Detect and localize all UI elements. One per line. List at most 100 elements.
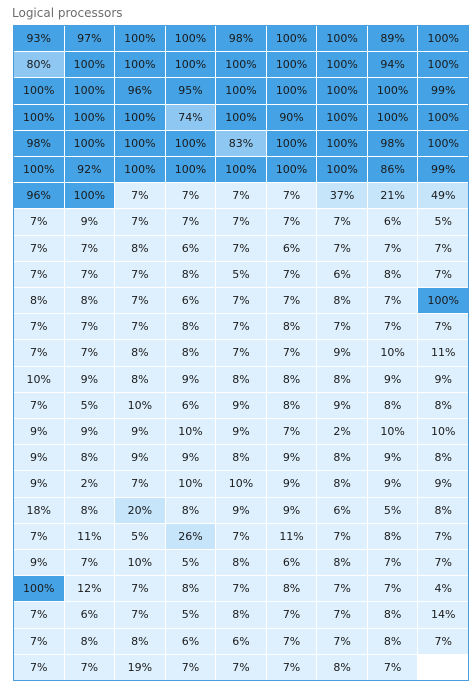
processor-cell: 7% (216, 314, 266, 340)
processor-cell: 100% (266, 78, 317, 104)
processor-cell: 14% (418, 602, 468, 628)
processor-cell: 8% (266, 366, 317, 392)
processor-cell: 7% (216, 209, 266, 235)
processor-cell: 7% (317, 628, 367, 654)
processor-cell: 8% (367, 523, 418, 549)
processor-cell: 100% (216, 78, 266, 104)
processor-cell: 98% (14, 130, 64, 156)
processor-cell: 100% (216, 52, 266, 78)
processor-cell: 7% (367, 235, 418, 261)
processor-cell: 7% (216, 523, 266, 549)
processor-cell: 93% (14, 26, 64, 52)
processor-cell: 9% (266, 471, 317, 497)
processor-cell: 100% (216, 157, 266, 183)
processor-cell: 10% (418, 419, 468, 445)
processor-cell: 11% (418, 340, 468, 366)
processor-cell: 100% (418, 26, 468, 52)
processor-cell: 100% (14, 576, 64, 602)
processor-cell: 7% (115, 261, 165, 287)
processor-cell: 7% (115, 288, 165, 314)
processor-cell: 99% (418, 157, 468, 183)
processor-cell: 7% (367, 654, 418, 680)
processor-cell: 8% (165, 314, 216, 340)
processor-cell: 7% (266, 288, 317, 314)
processor-cell: 100% (115, 52, 165, 78)
processor-cell: 9% (317, 340, 367, 366)
processor-cell: 7% (266, 654, 317, 680)
processor-cell: 100% (317, 157, 367, 183)
processor-cell: 8% (64, 445, 115, 471)
processor-cell: 8% (216, 366, 266, 392)
processor-cell: 100% (165, 130, 216, 156)
processor-cell: 8% (64, 628, 115, 654)
processor-cell: 100% (418, 52, 468, 78)
processor-cell: 100% (317, 52, 367, 78)
processor-cell: 100% (64, 130, 115, 156)
processor-cell: 6% (165, 628, 216, 654)
processor-cell: 8% (418, 392, 468, 418)
processor-cell: 9% (14, 445, 64, 471)
processor-cell: 10% (14, 366, 64, 392)
processor-cell: 8% (115, 628, 165, 654)
processor-cell: 7% (14, 628, 64, 654)
processor-cell: 100% (64, 52, 115, 78)
processor-cell: 6% (64, 602, 115, 628)
processor-cell: 7% (216, 235, 266, 261)
processor-cell: 7% (418, 523, 468, 549)
processor-cell: 5% (115, 523, 165, 549)
processor-cell: 7% (14, 523, 64, 549)
processor-cell: 7% (216, 340, 266, 366)
processor-cell: 98% (216, 26, 266, 52)
processor-cell: 7% (216, 183, 266, 209)
processor-cell: 37% (317, 183, 367, 209)
processor-cell: 99% (418, 78, 468, 104)
processor-cell: 10% (165, 471, 216, 497)
processor-cell: 100% (216, 104, 266, 130)
processor-cell: 20% (115, 497, 165, 523)
processor-cell: 10% (367, 419, 418, 445)
processor-cell: 12% (64, 576, 115, 602)
processor-cell: 9% (165, 445, 216, 471)
processor-cell: 7% (64, 340, 115, 366)
processor-cell: 8% (165, 497, 216, 523)
processor-cell: 9% (317, 392, 367, 418)
processor-cell: 7% (317, 209, 367, 235)
processor-cell: 7% (418, 235, 468, 261)
processor-cell: 6% (266, 550, 317, 576)
processor-cell (418, 654, 468, 680)
processor-cell: 94% (367, 52, 418, 78)
processor-cell: 9% (14, 471, 64, 497)
processor-cell: 6% (165, 235, 216, 261)
processor-cell: 8% (317, 550, 367, 576)
processor-cell: 100% (418, 130, 468, 156)
processor-cell: 7% (418, 261, 468, 287)
processor-cell: 80% (14, 52, 64, 78)
processor-cell: 90% (266, 104, 317, 130)
processor-cell: 9% (165, 366, 216, 392)
processor-cell: 7% (317, 602, 367, 628)
processor-cell: 6% (165, 288, 216, 314)
processor-cell: 7% (14, 602, 64, 628)
processor-cell: 7% (14, 209, 64, 235)
processor-cell: 8% (367, 628, 418, 654)
processor-cell: 6% (266, 235, 317, 261)
processor-cell: 7% (165, 183, 216, 209)
processor-cell: 8% (266, 392, 317, 418)
processor-cell: 7% (266, 261, 317, 287)
processor-cell: 7% (266, 602, 317, 628)
processor-cell: 5% (165, 602, 216, 628)
processor-cell: 8% (64, 288, 115, 314)
processor-cell: 9% (367, 445, 418, 471)
processor-cell: 7% (317, 235, 367, 261)
processor-cell: 7% (418, 550, 468, 576)
processor-cell: 7% (266, 419, 317, 445)
processor-cell: 2% (317, 419, 367, 445)
processor-cell: 7% (418, 628, 468, 654)
processor-cell: 9% (216, 392, 266, 418)
processor-cell: 100% (266, 157, 317, 183)
processor-cell: 5% (216, 261, 266, 287)
processor-cell: 100% (64, 78, 115, 104)
processor-cell: 10% (165, 419, 216, 445)
processor-cell: 100% (115, 157, 165, 183)
processor-cell: 8% (216, 602, 266, 628)
